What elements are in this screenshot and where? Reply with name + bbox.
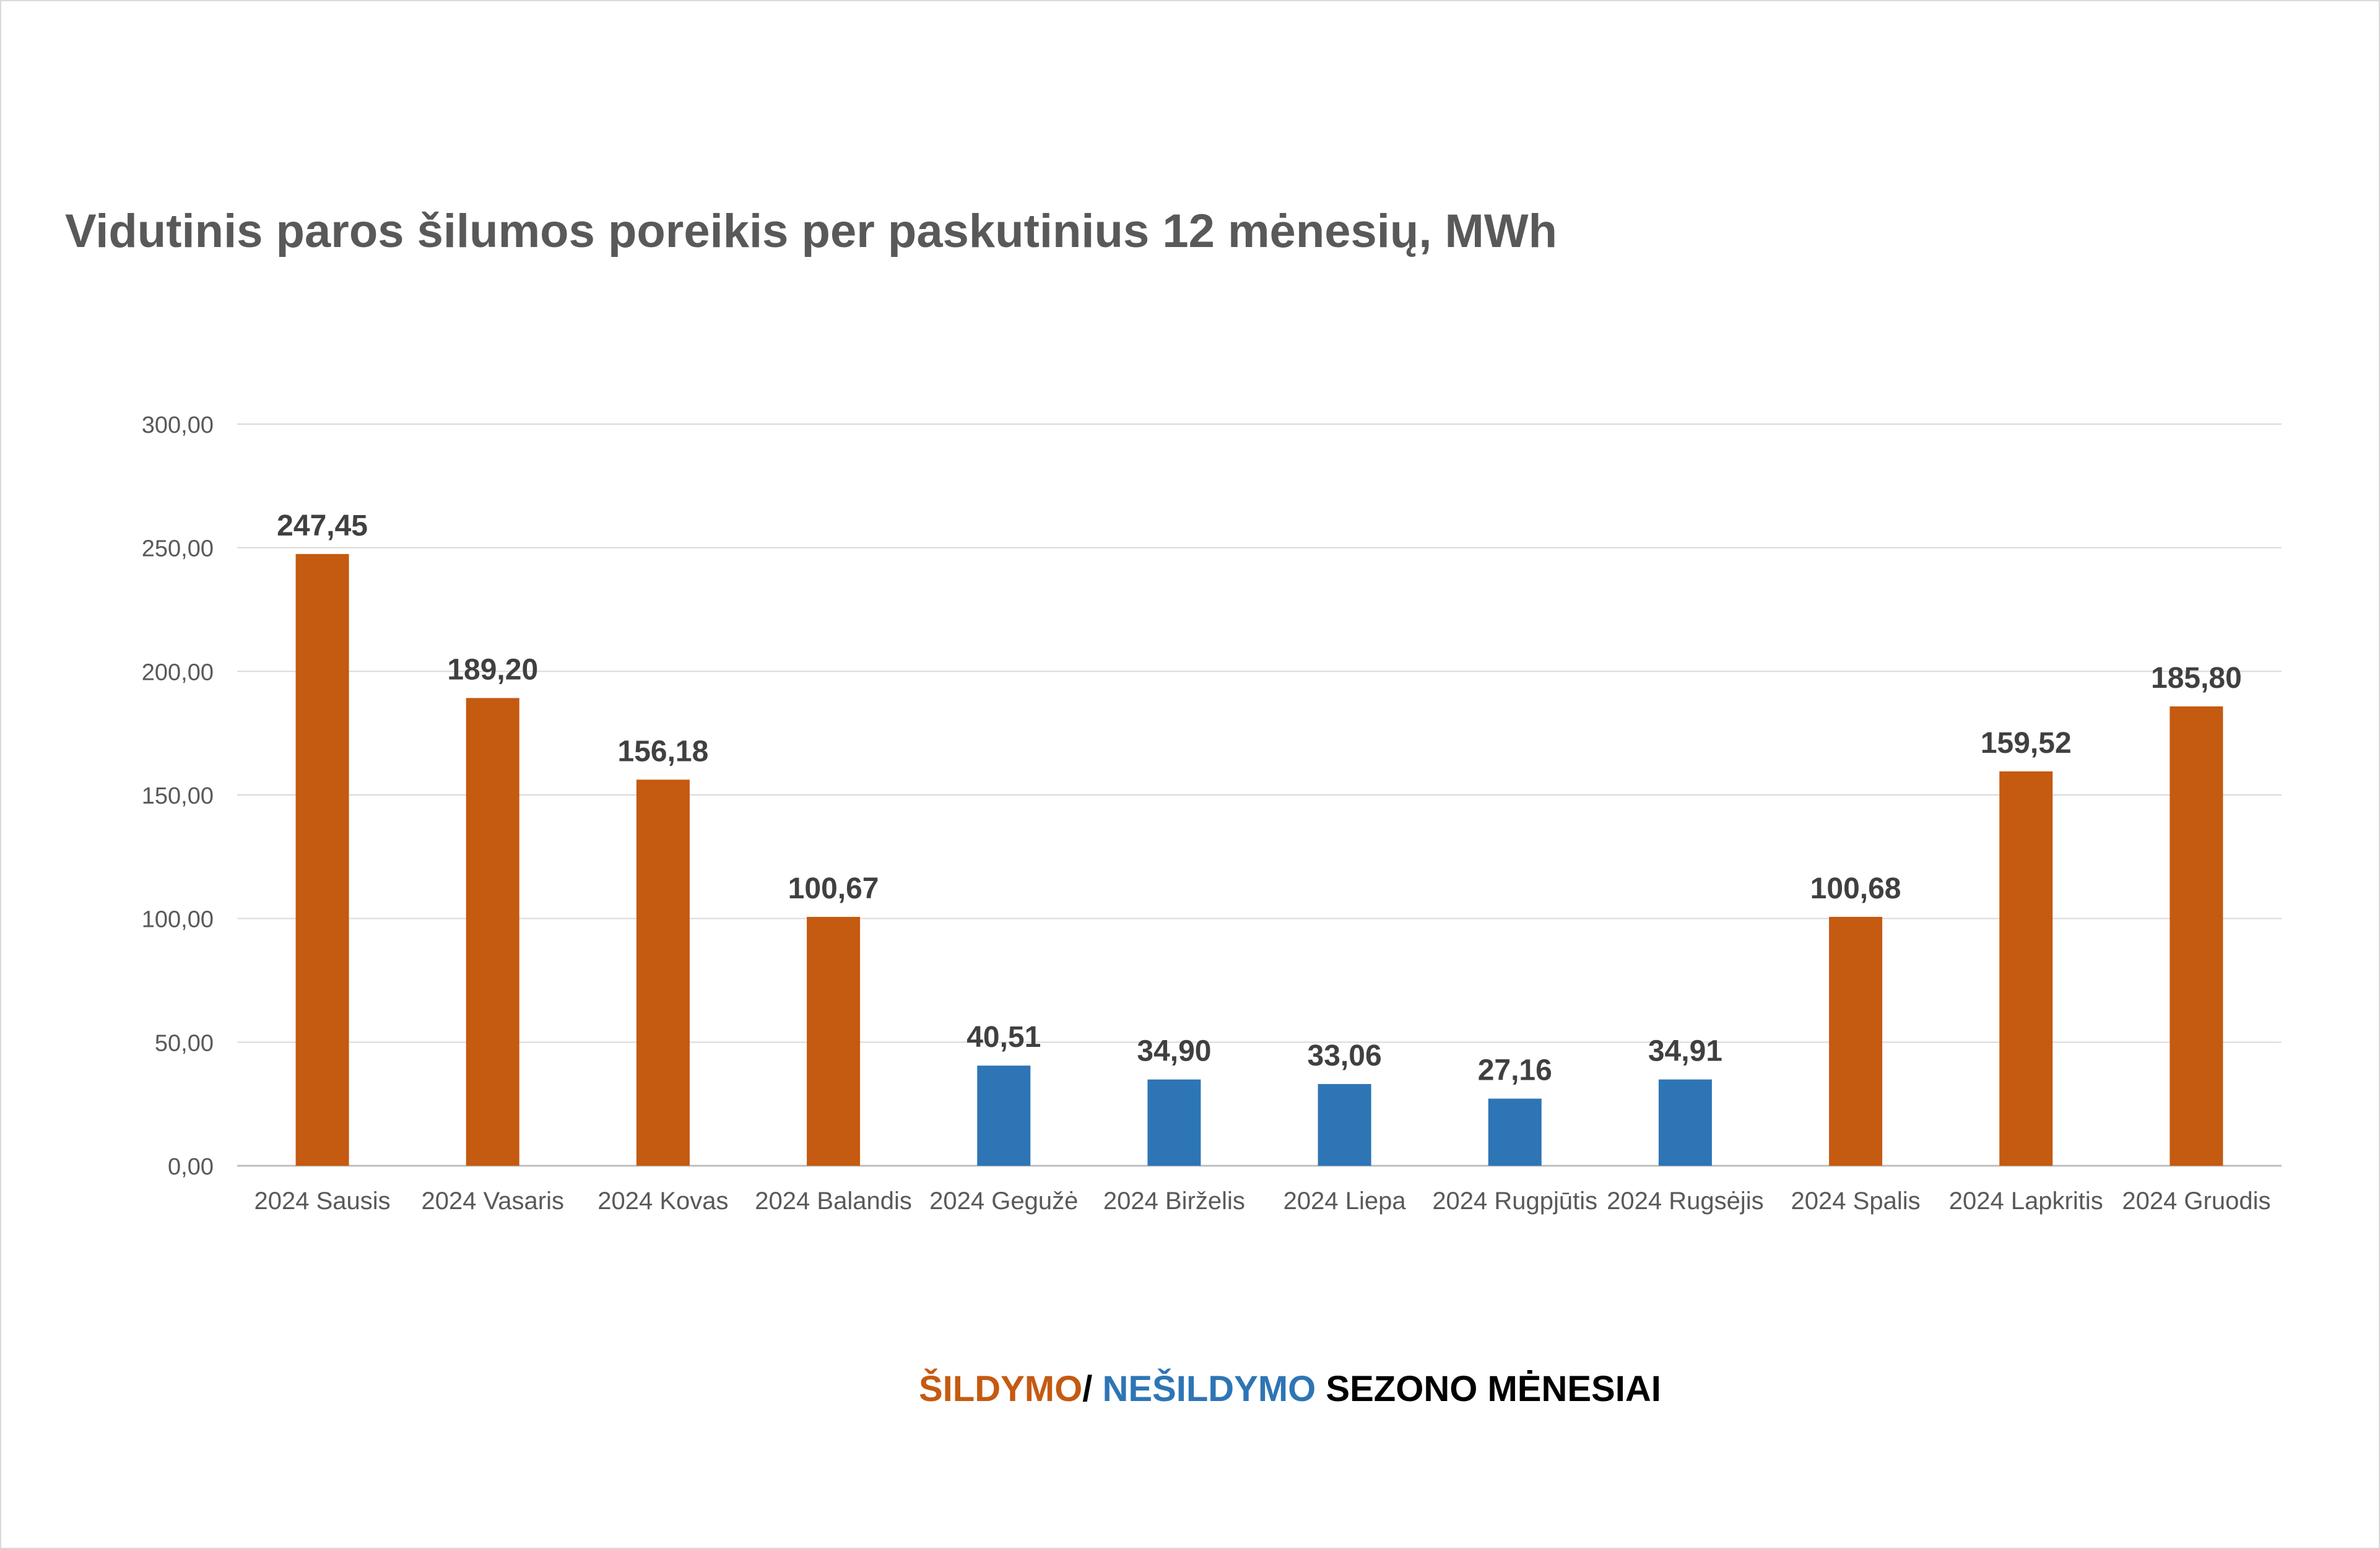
y-tick-label: 300,00 xyxy=(142,412,214,438)
x-tick-label: 2024 Sausis xyxy=(254,1187,391,1215)
bar xyxy=(466,698,519,1166)
legend-separator: / xyxy=(1082,1369,1093,1409)
x-tick-label: 2024 Birželis xyxy=(1103,1187,1245,1215)
bar xyxy=(1147,1079,1201,1166)
x-tick-label: 2024 Rugpjūtis xyxy=(1432,1187,1597,1215)
x-tick-label: 2024 Balandis xyxy=(755,1187,912,1215)
x-tick-label: 2024 Kovas xyxy=(597,1187,728,1215)
x-tick-label: 2024 Vasaris xyxy=(421,1187,564,1215)
y-tick-label: 250,00 xyxy=(142,536,214,562)
y-tick-label: 50,00 xyxy=(155,1030,214,1056)
x-tick-label: 2024 Gegužė xyxy=(929,1187,1078,1215)
chart-title: Vidutinis paros šilumos poreikis per pas… xyxy=(64,205,1558,258)
x-tick-label: 2024 Liepa xyxy=(1283,1187,1407,1215)
data-label: 33,06 xyxy=(1308,1039,1382,1072)
bar xyxy=(807,916,861,1166)
bar xyxy=(1999,771,2053,1166)
bar xyxy=(1658,1079,1712,1166)
data-label: 185,80 xyxy=(2151,662,2242,695)
non-heating-season-label: NEŠILDYMO xyxy=(1102,1369,1316,1409)
x-tick-label: 2024 Spalis xyxy=(1791,1187,1921,1215)
x-tick-label: 2024 Lapkritis xyxy=(1949,1187,2103,1215)
data-label: 247,45 xyxy=(277,510,368,542)
x-tick-label: 2024 Rugsėjis xyxy=(1607,1187,1764,1215)
bar xyxy=(1829,916,1883,1166)
data-label: 156,18 xyxy=(618,735,709,768)
heating-season-label: ŠILDYMO xyxy=(919,1369,1083,1409)
bar xyxy=(636,779,690,1166)
bar xyxy=(1488,1098,1542,1166)
y-tick-label: 150,00 xyxy=(142,783,214,809)
bar xyxy=(1318,1083,1371,1166)
y-tick-label: 100,00 xyxy=(142,907,214,933)
data-label: 40,51 xyxy=(966,1021,1041,1054)
data-label: 27,16 xyxy=(1478,1054,1552,1087)
x-tick-label: 2024 Gruodis xyxy=(2122,1187,2270,1215)
data-label: 34,90 xyxy=(1137,1035,1211,1068)
y-tick-label: 200,00 xyxy=(142,659,214,685)
season-months-label: SEZONO MĖNESIAI xyxy=(1326,1369,1661,1409)
y-tick-label: 0,00 xyxy=(168,1154,214,1180)
data-label: 34,91 xyxy=(1648,1035,1722,1068)
bar xyxy=(977,1065,1031,1166)
bar xyxy=(2169,706,2223,1166)
data-label: 100,68 xyxy=(1810,872,1901,905)
data-label: 189,20 xyxy=(447,653,538,686)
season-legend: ŠILDYMO/ NEŠILDYMO SEZONO MĖNESIAI xyxy=(919,1368,1661,1410)
data-label: 159,52 xyxy=(1981,727,2072,760)
bar xyxy=(295,553,349,1166)
data-label: 100,67 xyxy=(788,872,879,905)
